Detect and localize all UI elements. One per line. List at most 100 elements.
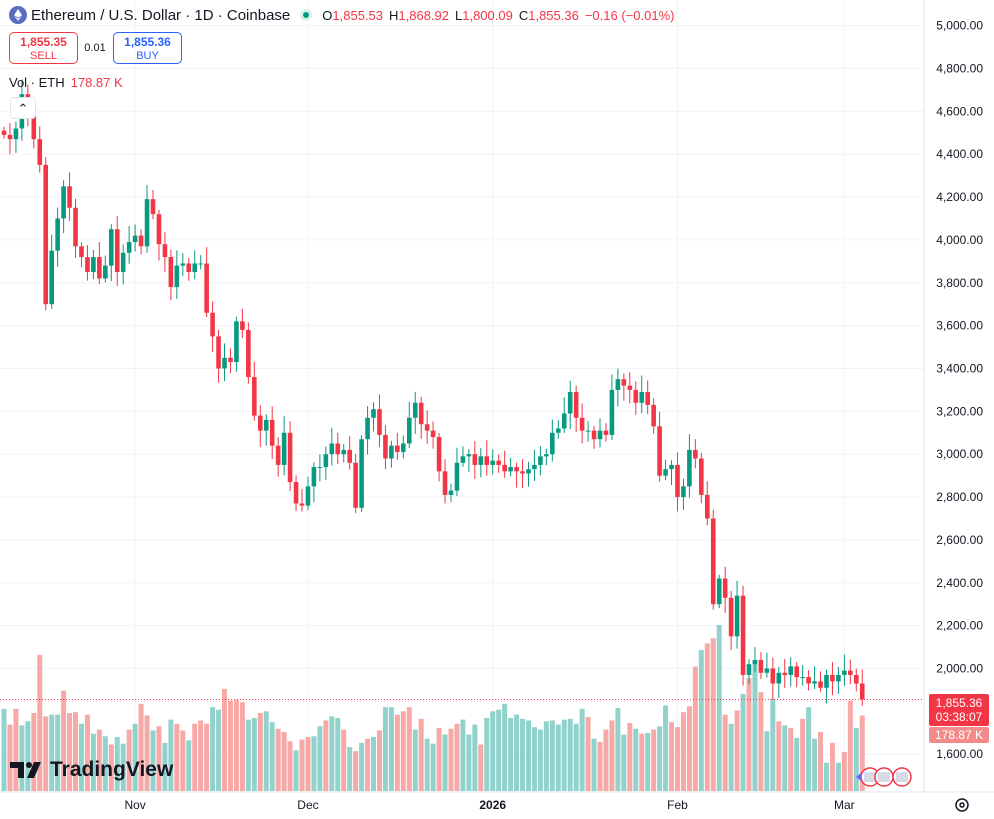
event-markers[interactable] [856, 767, 912, 787]
candle-body [138, 235, 144, 247]
candle-body [371, 409, 376, 418]
volume-bar [639, 733, 645, 791]
candle-body [13, 128, 19, 140]
candle-body [144, 199, 150, 247]
volume-bar [806, 707, 812, 791]
y-tick-label: 3,600.00 [936, 319, 983, 333]
candle-body [305, 486, 311, 506]
volume-bar [329, 716, 335, 791]
volume-bar [412, 729, 418, 791]
candle-body [621, 379, 627, 386]
volume-bar [61, 690, 67, 791]
volume-bar [227, 700, 233, 791]
buy-button[interactable]: 1,855.36 BUY [113, 32, 182, 64]
low-value: 1,800.09 [462, 7, 513, 23]
candle-body [252, 377, 257, 416]
candle-body [830, 674, 835, 682]
price-axis[interactable]: 5,000.00 4,800.00 4,600.00 4,400.00 4,200.00… [936, 19, 983, 762]
volume-bar [561, 719, 567, 791]
candle-body [442, 471, 448, 495]
settings-gear-icon[interactable] [953, 796, 971, 814]
candle-body [490, 460, 496, 465]
y-tick-label: 2,000.00 [936, 662, 983, 676]
candle-body [454, 462, 460, 491]
volume-bar [812, 738, 818, 791]
volume-bar [347, 747, 353, 791]
candle-body [550, 432, 555, 455]
volume-bar [692, 666, 698, 791]
volume-bar [31, 712, 37, 791]
candle-body [246, 329, 251, 378]
volume-bar [788, 727, 794, 791]
y-tick-label: 2,800.00 [936, 490, 983, 504]
candle-body [287, 432, 293, 483]
y-tick-label: 4,000.00 [936, 233, 983, 247]
candle-body [800, 677, 805, 679]
sell-price: 1,855.35 [20, 35, 67, 49]
volume-bar [156, 726, 162, 791]
volume-bar [633, 728, 639, 791]
sell-button[interactable]: 1,855.35 SELL [9, 32, 78, 64]
volume-bar [335, 717, 341, 791]
candle-body [156, 214, 162, 245]
candle-body [401, 443, 406, 453]
candle-body [210, 312, 215, 337]
volume-bar [853, 727, 859, 791]
ethereum-diamond-icon [9, 6, 27, 24]
spread-value: 0.01 [84, 42, 106, 54]
volume-bar [406, 707, 412, 791]
candle-body [198, 263, 203, 265]
volume-bar [251, 717, 257, 791]
tradingview-logo[interactable]: TradingView [10, 758, 173, 782]
volume-bar [746, 678, 752, 791]
volume-bar [520, 718, 526, 791]
candle-body [567, 392, 573, 414]
candle-body [466, 454, 472, 457]
candle-body [49, 250, 54, 305]
volume-bar [192, 723, 198, 791]
volume-bar [716, 625, 722, 791]
volume-bar [13, 708, 19, 791]
candle-body [114, 229, 120, 273]
volume-bar [442, 734, 448, 791]
volume-bar [829, 742, 835, 791]
candle-body [335, 443, 341, 455]
candle-body [186, 263, 192, 273]
y-tick-label: 4,200.00 [936, 190, 983, 204]
candle-body [240, 321, 245, 330]
candle-body [281, 432, 287, 465]
candle-body [514, 467, 519, 472]
volume-bar [132, 723, 138, 791]
candle-body [764, 668, 770, 673]
candle-body [383, 434, 388, 459]
time-axis[interactable]: Nov Dec 2026 Feb Mar [124, 798, 854, 812]
volume-bar [25, 721, 31, 791]
volume-bar [782, 725, 788, 791]
candle-body [73, 207, 78, 247]
candle-body [126, 242, 132, 253]
volume-bar [680, 712, 686, 791]
volume-legend-value: 178.87 K [70, 75, 123, 90]
candle-body [758, 659, 764, 673]
candle-body [353, 462, 358, 508]
volume-bar [698, 649, 704, 791]
volume-bar [669, 722, 675, 791]
volume-bar [657, 726, 663, 791]
volume-bar [287, 741, 293, 791]
volume-bar [144, 715, 150, 791]
volume-bar [198, 720, 204, 791]
price-tag: 1,855.36 03:38:07 [929, 694, 989, 726]
market-status-dot[interactable] [300, 9, 313, 21]
volume-bar [800, 718, 806, 791]
chevron-up-icon: ⌃ [17, 101, 29, 116]
candle-body [663, 469, 668, 476]
symbol-title[interactable]: Ethereum / U.S. Dollar · 1D · Coinbase [31, 6, 291, 24]
candle-body [520, 471, 525, 474]
collapse-legend-button[interactable]: ⌃ [10, 97, 36, 119]
volume-legend: Vol · ETH 178.87 K [9, 75, 123, 90]
volume-bar [484, 717, 490, 791]
volume-bar [239, 702, 245, 791]
candle-body [776, 672, 782, 684]
y-tick-label: 3,400.00 [936, 361, 983, 375]
